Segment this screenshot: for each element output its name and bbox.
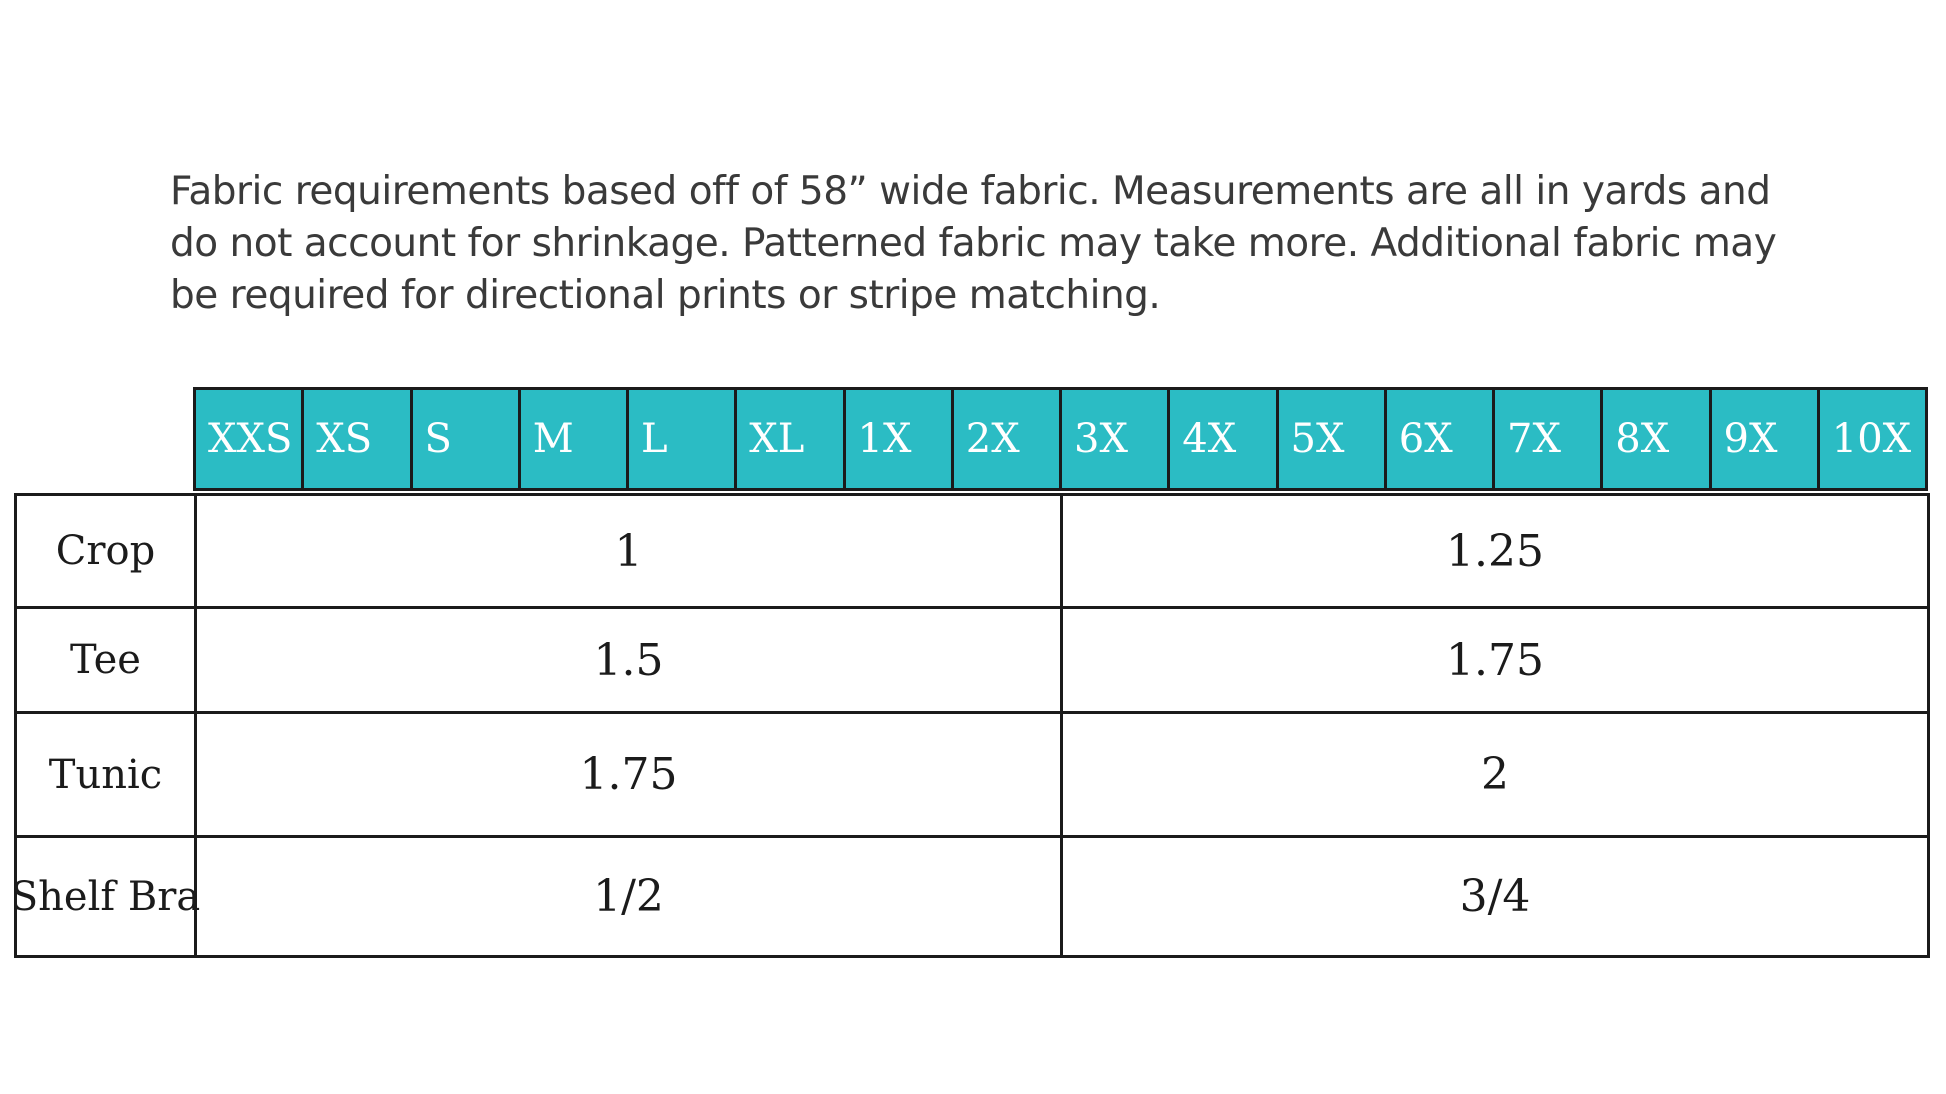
size-header-cell: 5X — [1278, 390, 1384, 488]
crop-large-value: 1.25 — [1446, 525, 1544, 577]
tee-large-value: 1.75 — [1446, 634, 1544, 686]
row-label-crop: Crop — [17, 496, 197, 606]
size-header-cell: M — [520, 390, 626, 488]
tee-small-value: 1.5 — [197, 609, 1063, 711]
size-header-cell: XS — [304, 390, 410, 488]
table-row: Tee 1.5 1.75 — [17, 609, 1927, 714]
size-header-cell: XL — [737, 390, 843, 488]
size-header-cell: 2X — [953, 390, 1059, 488]
size-header-cell: 3X — [1062, 390, 1168, 488]
size-header-row: XXS XS S M L XL 1X 2X 3X 4X 5X 6X 7X 8X … — [193, 387, 1928, 491]
table-row: Tunic 1.75 2 — [17, 714, 1927, 838]
note-line-3: be required for directional prints or st… — [170, 273, 1161, 318]
table-row: Crop 1 1.25 — [17, 496, 1927, 609]
tunic-large-value: 2 — [1481, 749, 1509, 800]
size-header-cell: 1X — [845, 390, 951, 488]
fabric-table: Crop 1 1.25 Tee 1.5 1.75 Tunic 1.75 2 Sh… — [11, 493, 1930, 958]
note-line-2: do not account for shrinkage. Patterned … — [170, 221, 1777, 266]
row-label-tee: Tee — [17, 609, 197, 711]
note-line-1: Fabric requirements based off of 58” wid… — [170, 169, 1771, 214]
shelf-bra-small-value: 1/2 — [197, 838, 1063, 955]
tunic-small-value: 1.75 — [197, 714, 1063, 835]
size-header-cell: L — [629, 390, 735, 488]
size-header-cell: 9X — [1711, 390, 1817, 488]
size-header-cell: 10X — [1819, 390, 1925, 488]
size-header-cell: 7X — [1495, 390, 1601, 488]
size-header-cell: 6X — [1386, 390, 1492, 488]
row-label-tunic: Tunic — [17, 714, 197, 835]
size-header-cell: 4X — [1170, 390, 1276, 488]
size-header-cell: XXS — [196, 390, 302, 488]
fabric-note: Fabric requirements based off of 58” wid… — [170, 166, 1870, 322]
size-header-cell: S — [412, 390, 518, 488]
size-header-cell: 8X — [1603, 390, 1709, 488]
table-row: Shelf Bra 1/2 3/4 — [11, 838, 1927, 955]
shelf-bra-large-value: 3/4 — [1459, 871, 1531, 922]
crop-small-value: 1 — [197, 496, 1063, 606]
row-label-shelf-bra: Shelf Bra — [11, 838, 200, 955]
